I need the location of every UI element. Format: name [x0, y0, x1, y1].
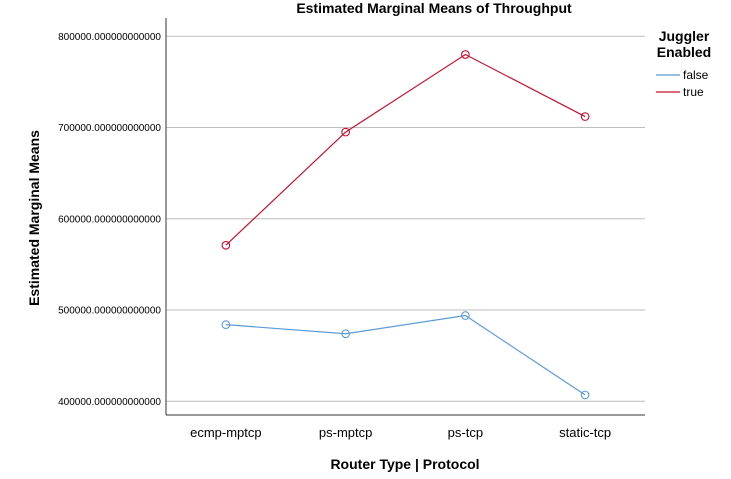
data-point-true [580, 112, 590, 121]
axes-layer [165, 18, 645, 416]
data-point-false [221, 320, 231, 329]
x-axis-title: Router Type | Protocol [330, 456, 479, 472]
legend-title-line-1: Juggler [659, 28, 710, 44]
legend-items: false true [656, 68, 709, 99]
x-tick-label: ps-mptcp [319, 425, 372, 440]
x-tick-label: ps-tcp [448, 425, 483, 440]
x-tick-label: ecmp-mptcp [190, 425, 262, 440]
series-layer [221, 50, 590, 400]
y-axis-title: Estimated Marginal Means [26, 130, 42, 306]
y-tick-labels: 400000.000000000000 500000.000000000000 60… [58, 32, 161, 408]
series-line-true [225, 53, 586, 246]
x-tick-label: static-tcp [559, 425, 611, 440]
legend-label-true: true [683, 85, 704, 99]
data-point-true [341, 127, 350, 137]
x-tick-labels: ecmp-mptcp ps-mptcp ps-tcp static-tcp [190, 425, 611, 440]
y-tick-label: 800000.000000000000 [58, 32, 161, 43]
data-point-false [580, 390, 590, 400]
data-point-true [221, 240, 231, 250]
legend-title-line-2: Enabled [657, 44, 711, 60]
legend: Juggler Enabled false true [656, 28, 711, 99]
data-point-false [461, 311, 470, 320]
data-point-true [461, 50, 470, 59]
legend-label-false: false [683, 68, 709, 82]
y-tick-label: 600000.000000000000 [58, 214, 161, 225]
y-tick-label: 700000.000000000000 [58, 123, 161, 134]
series-line-false [225, 314, 586, 396]
y-tick-label: 500000.000000000000 [58, 306, 161, 317]
grid-layer [166, 35, 645, 402]
y-tick-label: 400000.000000000000 [58, 397, 161, 408]
data-point-false [341, 329, 350, 339]
chart-title: Estimated Marginal Means of Throughput [296, 0, 572, 16]
